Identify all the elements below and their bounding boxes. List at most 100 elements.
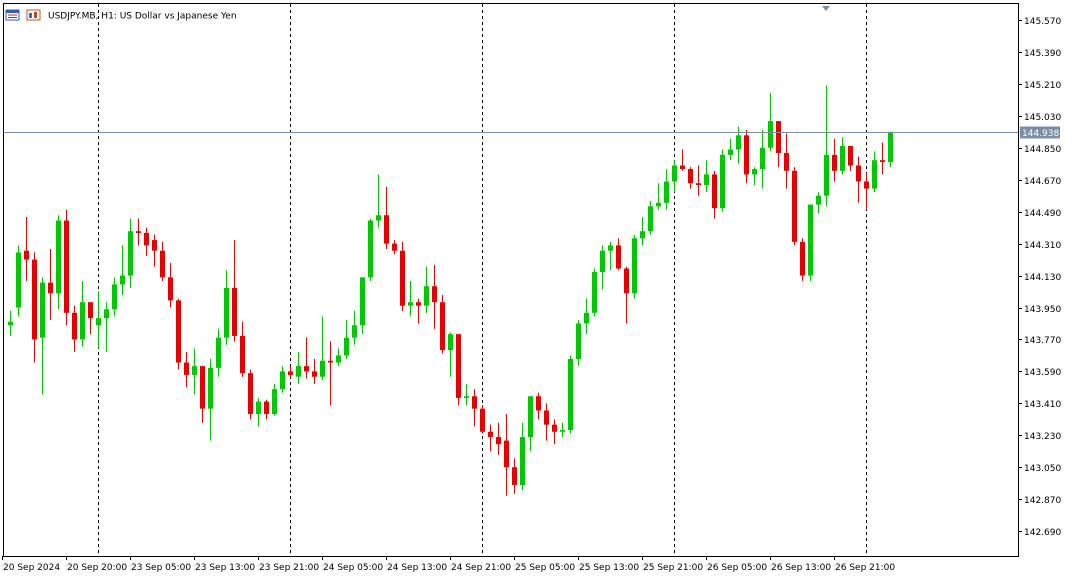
candle[interactable] (232, 240, 237, 342)
candle[interactable] (312, 358, 317, 384)
candle[interactable] (600, 245, 605, 290)
candle[interactable] (336, 348, 341, 367)
candle[interactable] (72, 305, 77, 352)
candle[interactable] (752, 167, 757, 186)
candle[interactable] (712, 170, 717, 219)
candle[interactable] (784, 133, 789, 189)
candle[interactable] (824, 85, 829, 207)
candle[interactable] (832, 138, 837, 182)
candle[interactable] (40, 277, 45, 395)
candle[interactable] (480, 405, 485, 434)
candle[interactable] (656, 183, 661, 210)
candle[interactable] (256, 398, 261, 427)
candle[interactable] (80, 280, 85, 347)
candle[interactable] (32, 252, 37, 363)
candle[interactable] (632, 234, 637, 299)
candle[interactable] (432, 264, 437, 329)
candle[interactable] (496, 422, 501, 455)
candle[interactable] (280, 366, 285, 393)
candle[interactable] (520, 422, 525, 491)
candle[interactable] (264, 399, 269, 420)
candle[interactable] (416, 298, 421, 324)
candle[interactable] (616, 238, 621, 271)
candle[interactable] (392, 240, 397, 255)
candle[interactable] (664, 169, 669, 210)
candle[interactable] (320, 316, 325, 381)
candle[interactable] (296, 351, 301, 384)
candle[interactable] (112, 277, 117, 317)
candle[interactable] (104, 302, 109, 352)
candle[interactable] (144, 227, 149, 257)
candle[interactable] (760, 130, 765, 189)
candle[interactable] (216, 328, 221, 377)
candle[interactable] (184, 351, 189, 388)
candle[interactable] (576, 319, 581, 367)
candle[interactable] (200, 366, 205, 423)
candle[interactable] (376, 174, 381, 228)
candle[interactable] (800, 238, 805, 281)
candle[interactable] (136, 218, 141, 246)
candle[interactable] (400, 241, 405, 312)
candle[interactable] (240, 321, 245, 377)
candle[interactable] (744, 130, 749, 184)
candle[interactable] (96, 291, 101, 349)
candle[interactable] (584, 298, 589, 335)
candle[interactable] (856, 156, 861, 203)
candle[interactable] (272, 383, 277, 416)
candle[interactable] (688, 167, 693, 189)
candle[interactable] (768, 92, 773, 152)
candle[interactable] (544, 403, 549, 441)
candle[interactable] (808, 204, 813, 281)
candle[interactable] (864, 172, 869, 210)
candle[interactable] (816, 192, 821, 214)
candle[interactable] (224, 270, 229, 345)
candle[interactable] (368, 218, 373, 281)
candle[interactable] (672, 160, 677, 193)
candle[interactable] (776, 121, 781, 168)
candle[interactable] (448, 332, 453, 377)
candle[interactable] (504, 414, 509, 496)
candle[interactable] (528, 396, 533, 452)
candle[interactable] (384, 186, 389, 249)
candle[interactable] (64, 209, 69, 326)
candle[interactable] (168, 263, 173, 308)
candle[interactable] (128, 218, 133, 288)
candle[interactable] (872, 151, 877, 193)
candle[interactable] (792, 167, 797, 246)
candle[interactable] (648, 201, 653, 235)
chart-shift-marker[interactable] (822, 6, 830, 11)
candle[interactable] (880, 142, 885, 175)
candle[interactable] (560, 422, 565, 438)
candle[interactable] (624, 266, 629, 324)
candle[interactable] (704, 160, 709, 193)
candle[interactable] (152, 234, 157, 267)
candle[interactable] (408, 280, 413, 317)
candle[interactable] (640, 216, 645, 246)
candle[interactable] (424, 266, 429, 313)
candle[interactable] (120, 245, 125, 296)
candle[interactable] (888, 131, 893, 168)
candle[interactable] (160, 241, 165, 281)
candle[interactable] (536, 392, 541, 420)
candle[interactable] (440, 295, 445, 354)
candle[interactable] (48, 248, 53, 320)
candle[interactable] (552, 419, 557, 445)
candle[interactable] (344, 319, 349, 359)
candle[interactable] (720, 149, 725, 212)
candle[interactable] (352, 311, 357, 345)
candle[interactable] (512, 458, 517, 494)
candle[interactable] (456, 334, 461, 406)
candle[interactable] (56, 215, 61, 310)
candle[interactable] (680, 149, 685, 171)
candle[interactable] (848, 145, 853, 171)
candle[interactable] (728, 138, 733, 161)
candle[interactable] (568, 355, 573, 434)
candle[interactable] (840, 137, 845, 175)
candle[interactable] (464, 383, 469, 406)
candle[interactable] (208, 358, 213, 441)
candle[interactable] (696, 165, 701, 196)
candle[interactable] (16, 245, 21, 317)
candle[interactable] (488, 424, 493, 452)
candle[interactable] (24, 216, 29, 281)
